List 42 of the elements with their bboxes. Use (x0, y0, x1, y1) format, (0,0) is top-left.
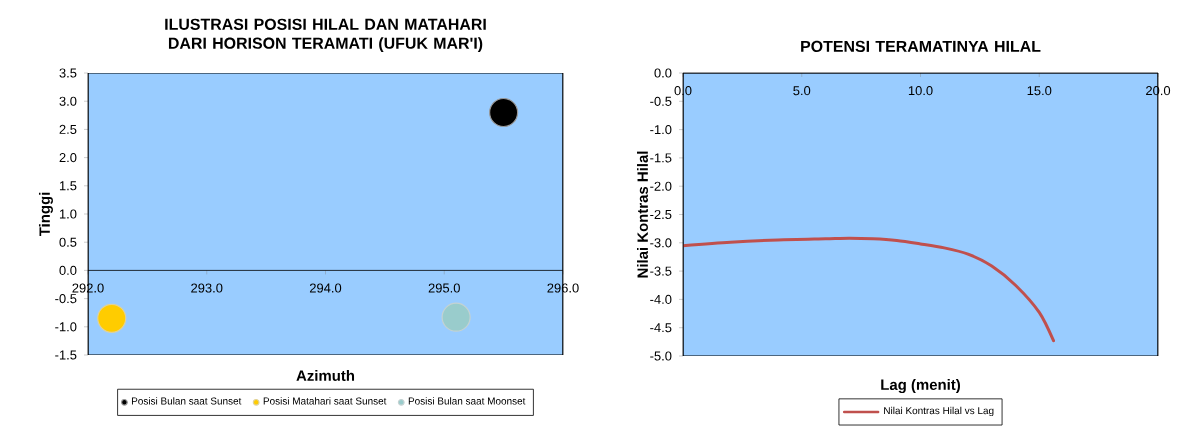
legend-label: Posisi Bulan saat Moonset (408, 397, 526, 405)
x-axis-title: Azimuth (296, 370, 355, 382)
y-tick-label: -1.5 (650, 153, 672, 163)
x-tick-label: 10.0 (908, 86, 933, 96)
y-tick-label: -3.5 (650, 266, 672, 276)
y-tick-label: 1.0 (59, 209, 77, 219)
y-tick-label: -0.5 (650, 96, 672, 106)
y-tick-label: -1.0 (55, 322, 77, 332)
chart-title: POTENSI TERAMATINYA HILAL (801, 40, 1041, 53)
point (97, 303, 127, 333)
y-tick-label: -1.0 (650, 125, 672, 135)
y-tick-label: -0.5 (55, 294, 77, 304)
y-tick-label: -4.5 (650, 323, 672, 333)
y-tick-label: 0.0 (654, 68, 672, 78)
y-tick-label: 3.5 (59, 68, 77, 78)
x-tick-label: 294.0 (309, 283, 342, 293)
y-tick-label: 0.0 (59, 265, 77, 275)
y-tick-label: -2.5 (650, 209, 672, 220)
y-tick-label: 2.0 (59, 153, 77, 163)
x-tick-label: 295.0 (428, 283, 460, 293)
x-tick-label: 15.0 (1027, 86, 1052, 96)
y-tick-label: -3.0 (650, 238, 672, 248)
y-tick-label: 0.5 (59, 237, 77, 247)
point (489, 97, 519, 128)
y-tick-label: 2.5 (59, 124, 77, 134)
x-tick-label: 5.0 (793, 86, 811, 96)
legend-label: Posisi Bulan saat Sunset (131, 397, 242, 405)
y-axis-title: Tinggi (38, 192, 53, 237)
y-tick-label: -2.0 (650, 181, 672, 191)
legend-label: Nilai Kontras Hilal vs Lag (884, 406, 994, 417)
y-tick-label: -1.5 (55, 350, 77, 360)
y-tick-label: -4.0 (650, 294, 672, 304)
y-tick-label: 3.0 (59, 96, 77, 106)
line-series (683, 236, 1056, 343)
legend-label: Posisi Matahari saat Sunset (263, 397, 387, 405)
x-axis-title: Lag (menit) (881, 379, 960, 394)
y-tick-label: -5.0 (650, 351, 672, 361)
chart-title: ILUSTRASI POSISI HILAL DAN MATAHARI DARI HORISON TERAMATI (UFUK MAR'I) (165, 18, 486, 53)
y-tick-label: 1.5 (59, 181, 77, 191)
point (441, 302, 471, 332)
x-tick-label: 293.0 (191, 283, 223, 293)
y-axis-title: Nilai Kontras Hilal (637, 151, 648, 278)
